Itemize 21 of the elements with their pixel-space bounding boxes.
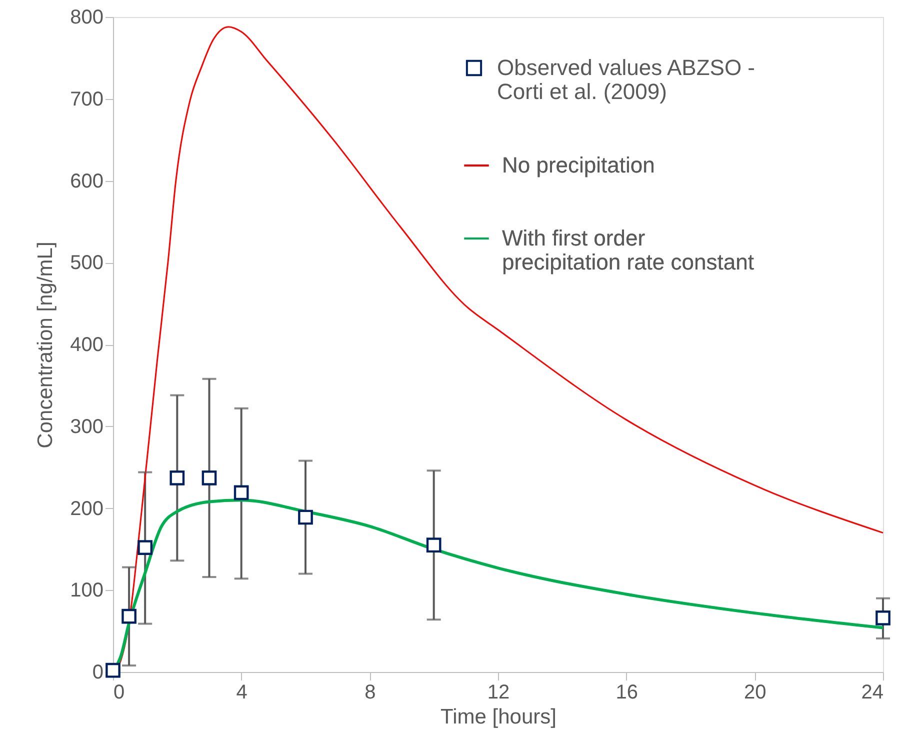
- y-tick-label: 500: [70, 252, 104, 274]
- x-axis-title: Time [hours]: [440, 706, 556, 728]
- y-tick-label: 300: [70, 416, 104, 438]
- y-axis-title: Concentration [ng/mL]: [34, 242, 58, 448]
- x-tick-label: 16: [616, 682, 638, 704]
- x-tick-label: 8: [364, 682, 376, 704]
- x-tick-label: 12: [487, 682, 510, 704]
- y-tick-label: 600: [70, 170, 104, 192]
- x-tick-label: 4: [236, 682, 248, 704]
- x-tick-label: 20: [744, 682, 766, 704]
- y-tick-label: 400: [70, 334, 104, 356]
- legend-label: With first order precipitation rate constant: [502, 226, 754, 274]
- legend-label: No precipitation: [502, 152, 655, 178]
- x-tick-label: 0: [114, 682, 125, 704]
- y-tick-label: 700: [70, 88, 104, 110]
- y-tick-label: 200: [70, 498, 104, 520]
- y-tick-label: 0: [92, 662, 104, 684]
- y-tick-label: 800: [70, 6, 104, 28]
- y-tick-label: 100: [70, 580, 104, 602]
- x-tick-label: 24: [861, 682, 884, 704]
- legend-label: Observed values ABZSO - Corti et al. (2009): [497, 55, 755, 104]
